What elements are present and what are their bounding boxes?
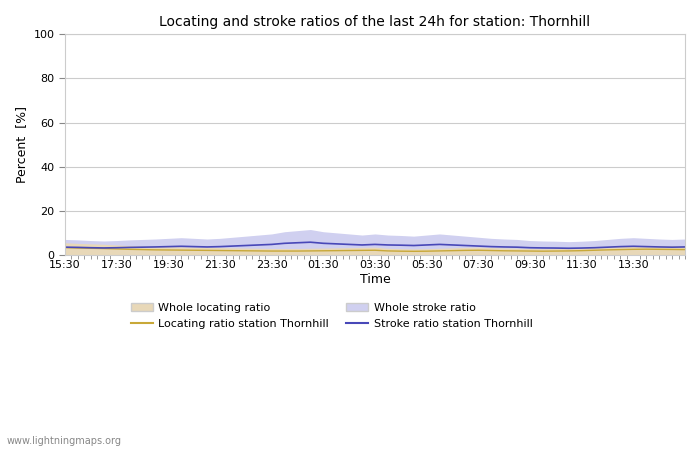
Title: Locating and stroke ratios of the last 24h for station: Thornhill: Locating and stroke ratios of the last 2… bbox=[160, 15, 591, 29]
Y-axis label: Percent  [%]: Percent [%] bbox=[15, 106, 28, 183]
Legend: Whole locating ratio, Locating ratio station Thornhill, Whole stroke ratio, Stro: Whole locating ratio, Locating ratio sta… bbox=[126, 299, 537, 333]
Text: www.lightningmaps.org: www.lightningmaps.org bbox=[7, 436, 122, 446]
X-axis label: Time: Time bbox=[360, 273, 391, 285]
